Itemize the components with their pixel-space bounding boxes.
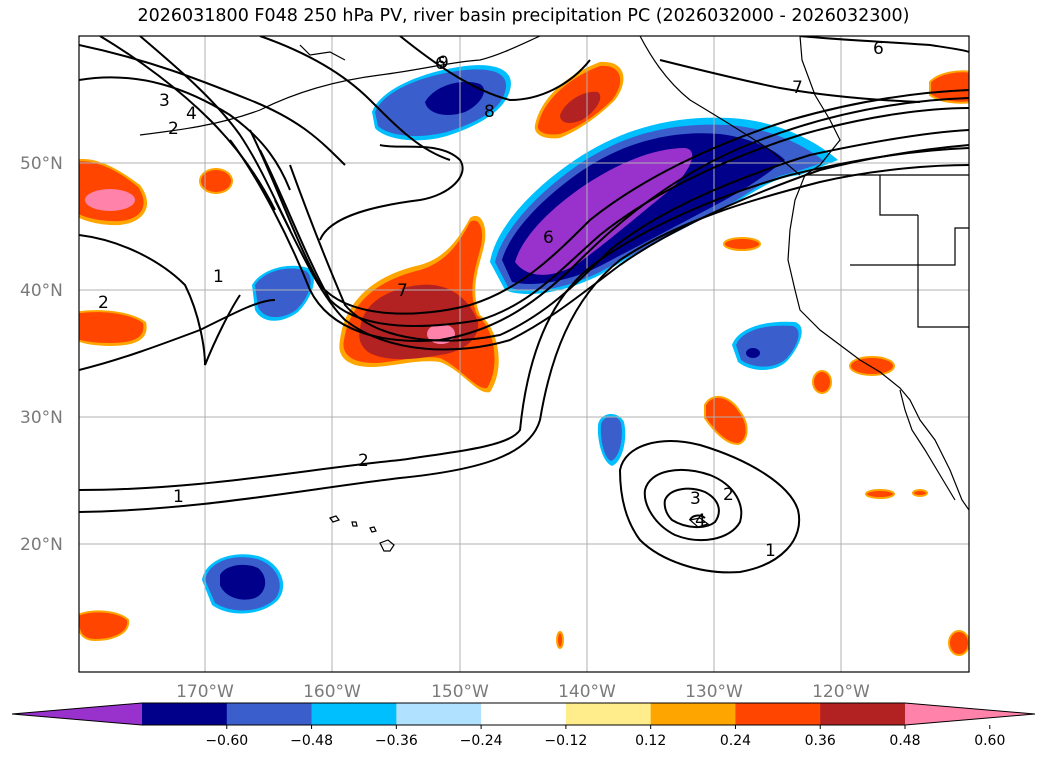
positive-blob-small-3 <box>812 370 832 394</box>
coastlines <box>139 36 969 552</box>
contour-label: 1 <box>213 267 224 287</box>
positive-blob-west3 <box>79 610 130 642</box>
contour-label: 9 <box>438 53 449 73</box>
negative-band-core <box>515 148 693 275</box>
contour-label: 8 <box>484 102 495 122</box>
contour-label: 1 <box>765 541 776 561</box>
positive-blob-east2 <box>704 396 748 446</box>
contour-label: 3 <box>159 91 170 111</box>
lon-label: 150°W <box>431 682 489 702</box>
longitude-labels: 170°W 160°W 150°W 140°W 130°W 120°W <box>176 682 870 702</box>
colorbar-tick-label: 0.24 <box>720 733 751 749</box>
contour-label: 4 <box>695 511 706 531</box>
lon-label: 160°W <box>303 682 361 702</box>
colorbar-tick-label: −0.36 <box>375 733 418 749</box>
colorbar-tick-label: −0.48 <box>290 733 333 749</box>
contour-label: 7 <box>397 281 408 301</box>
positive-blob-small-6 <box>912 489 928 497</box>
contour-label: 7 <box>792 78 803 98</box>
colorbar-extend-low <box>12 703 142 725</box>
colorbar-segment <box>650 703 736 725</box>
negative-blob-small <box>600 416 622 461</box>
colorbar-outline <box>11 702 1036 726</box>
negative-blob-north-dark <box>425 81 485 115</box>
colorbar-tick-label: 0.48 <box>889 733 920 749</box>
precipitation-shading <box>79 61 969 656</box>
contour-label: 2 <box>723 485 734 505</box>
positive-blob-northeast <box>929 70 969 104</box>
pv-contour-labels: 3 4 2 1 2 7 6 8 6 9 2 1 3 2 4 1 6 7 <box>98 39 884 561</box>
colorbar-segment <box>820 703 906 725</box>
colorbar-tick-label: 0.60 <box>974 733 1005 749</box>
negative-blob-east-core <box>746 348 760 358</box>
colorbar-tick-label: −0.24 <box>460 733 503 749</box>
colorbar-segment <box>735 703 821 725</box>
lat-label: 50°N <box>20 154 63 174</box>
contour-label: 6 <box>873 39 884 59</box>
latitude-labels: 50°N 40°N 30°N 20°N <box>20 154 63 555</box>
contour-label: 2 <box>98 293 109 313</box>
colorbar-segment <box>565 703 652 725</box>
figure-title: 2026031800 F048 250 hPa PV, river basin … <box>137 6 910 26</box>
negative-blob-west <box>255 268 311 318</box>
contour-label: 6 <box>435 54 446 74</box>
contour-label: 1 <box>173 487 184 507</box>
colorbar-segment <box>396 703 482 725</box>
contour-label: 4 <box>186 104 197 124</box>
positive-blob-small-1 <box>201 170 231 192</box>
lat-label: 30°N <box>20 408 63 428</box>
colorbar-tick-label: −0.60 <box>205 733 248 749</box>
map-content: 3 4 2 1 2 7 6 8 6 9 2 1 3 2 4 1 6 7 <box>79 36 969 672</box>
colorbar-tick-label: 0.36 <box>805 733 836 749</box>
colorbar: −0.60 −0.48 −0.36 −0.24 −0.12 0.12 0.24 0.36 0.4… <box>11 702 1036 749</box>
pv-contours <box>79 36 969 574</box>
contour-label: 6 <box>543 228 554 248</box>
lon-label: 140°W <box>558 682 616 702</box>
colorbar-segment <box>481 703 567 725</box>
lon-label: 120°W <box>812 682 870 702</box>
positive-blob-small-7 <box>948 630 969 656</box>
lon-label: 130°W <box>685 682 743 702</box>
positive-blob-small-8 <box>556 631 564 649</box>
positive-blob-north-dark <box>560 91 601 123</box>
positive-blob-small-2 <box>723 237 761 251</box>
contour-label: 2 <box>168 119 179 139</box>
lat-label: 40°N <box>20 281 63 301</box>
contour-label: 2 <box>358 451 369 471</box>
map-frame <box>78 35 970 673</box>
lon-label: 170°W <box>176 682 234 702</box>
negative-blob-south-dark <box>220 564 266 600</box>
colorbar-segment <box>226 703 313 725</box>
positive-blob-farwest-core <box>85 189 135 211</box>
colorbar-segment <box>311 703 397 725</box>
colorbar-tick-label: −0.12 <box>544 733 587 749</box>
colorbar-extend-high <box>905 703 1035 725</box>
positive-blob-small-4 <box>849 356 895 376</box>
colorbar-tick-label: 0.12 <box>635 733 666 749</box>
colorbar-segment <box>142 703 228 725</box>
contour-label: 3 <box>690 489 701 509</box>
lat-label: 20°N <box>20 535 63 555</box>
positive-blob-west2 <box>79 312 144 343</box>
positive-blob-small-5 <box>865 489 895 499</box>
